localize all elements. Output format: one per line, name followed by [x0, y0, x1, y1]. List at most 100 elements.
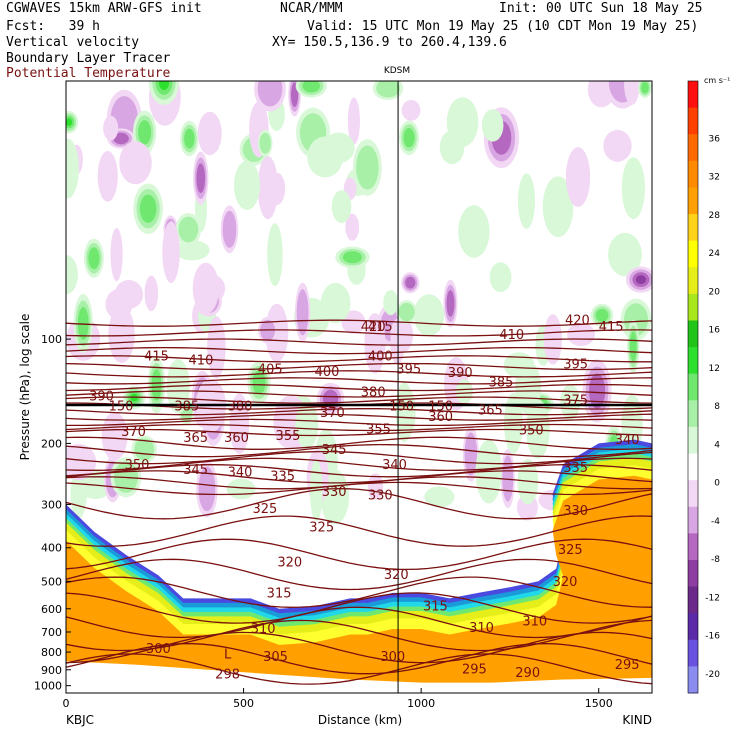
theta-contour	[66, 515, 652, 547]
velocity-cell	[113, 132, 129, 145]
y-tick-label: 400	[41, 542, 62, 555]
theta-label: 320	[384, 568, 409, 583]
y-tick-label: 600	[41, 603, 62, 616]
theta-label: 370	[320, 406, 345, 421]
colorbar-swatch	[688, 293, 698, 321]
velocity-cell	[401, 99, 421, 121]
velocity-cell	[322, 132, 355, 164]
theta-contour	[66, 413, 652, 421]
velocity-cell	[108, 306, 135, 363]
theta-label: 310	[251, 622, 276, 637]
velocity-cell	[390, 322, 405, 365]
colorbar-swatch	[688, 267, 698, 295]
theta-label: 340	[228, 466, 253, 481]
velocity-cell	[413, 294, 445, 336]
velocity-cell	[398, 302, 415, 322]
colorbar-tick-label: -12	[705, 593, 720, 603]
colorbar-tick-label: 0	[714, 479, 720, 489]
velocity-cell	[446, 97, 479, 147]
velocity-cell	[66, 254, 78, 295]
velocity-cell	[174, 240, 210, 261]
theta-contour	[66, 329, 652, 337]
colorbar: -20 -16 -12 -8 -4 0 4 8 12 16 20 24 28 32 36	[687, 80, 721, 694]
theta-label: 410	[499, 328, 524, 343]
velocity-cell	[405, 276, 416, 289]
theta-label: 300	[380, 650, 405, 665]
theta-contour	[66, 457, 652, 472]
center-name: NCAR/MMM	[280, 1, 343, 16]
theta-contour	[66, 576, 652, 608]
velocity-cell	[162, 221, 180, 283]
theta-contour	[66, 423, 652, 432]
colorbar-swatch	[688, 453, 698, 481]
colorbar-swatch	[688, 373, 698, 401]
colorbar-tick-label: -4	[711, 517, 720, 527]
velocity-cell	[458, 205, 490, 258]
velocity-cell	[66, 444, 97, 481]
theta-label: 305	[263, 650, 288, 665]
velocity-cell	[383, 290, 399, 316]
theta-contour	[66, 319, 652, 327]
colorbar-swatch	[688, 107, 698, 135]
velocity-field	[66, 81, 652, 693]
velocity-cell	[424, 486, 455, 508]
velocity-cell	[267, 223, 283, 287]
colorbar-tick-label: 20	[709, 287, 721, 297]
x-tick-label: 0	[63, 697, 70, 710]
y-tick-label: 100	[41, 333, 62, 346]
velocity-cell	[192, 262, 220, 314]
colorbar-tick-label: -16	[705, 632, 720, 642]
theta-label: 295	[462, 662, 487, 677]
theta-label: 335	[563, 461, 588, 476]
velocity-cell	[635, 275, 647, 285]
y-axis-title: Pressure (hPa), log scale	[18, 314, 32, 461]
plot-frame	[65, 80, 653, 694]
axes: 0 500 1000 1500 100 200 300 400 500 600 700 800 900 1…	[34, 333, 613, 710]
velocity-cell	[320, 282, 351, 324]
colorbar-swatch	[688, 320, 698, 348]
theta-contour	[66, 338, 652, 346]
velocity-cell	[595, 308, 609, 322]
field-boundary-layer-tracer: Boundary Layer Tracer	[6, 51, 171, 66]
theta-label: 150	[109, 400, 134, 415]
velocity-cell	[331, 190, 352, 223]
theta-label: 310	[522, 614, 547, 629]
theta-contour	[66, 355, 652, 363]
theta-contour	[66, 436, 652, 450]
theta-contour	[66, 538, 652, 571]
theta-label: 385	[174, 400, 199, 415]
theta-contour	[66, 653, 652, 685]
station-mid-label: KDSM	[384, 66, 410, 76]
velocity-cell	[139, 194, 157, 223]
theta-label: 400	[315, 365, 340, 380]
theta-label: 395	[396, 363, 421, 378]
model-title: CGWAVES 15km ARW-GFS init	[6, 1, 202, 16]
theta-label: 335	[270, 469, 295, 484]
theta-contour	[66, 443, 652, 458]
theta-label: 300	[146, 642, 171, 657]
theta-contour	[66, 481, 652, 496]
theta-label: 420	[565, 313, 590, 328]
velocity-cell	[395, 382, 414, 443]
y-tick-label: 300	[41, 498, 62, 511]
theta-contour	[66, 428, 652, 437]
velocity-cell	[347, 97, 360, 145]
velocity-cell	[252, 370, 266, 395]
theta-label: 325	[252, 502, 277, 517]
theta-label: 400	[368, 350, 393, 365]
colorbar-tick-label: 8	[714, 402, 720, 412]
velocity-cell	[66, 118, 73, 127]
velocity-cell	[77, 306, 89, 340]
velocity-cell	[196, 163, 206, 194]
theta-label: 345	[183, 463, 208, 478]
theta-contour	[66, 362, 652, 371]
velocity-cell	[70, 469, 87, 519]
velocity-cell	[222, 210, 237, 248]
field-vertical-velocity: Vertical velocity	[6, 35, 140, 50]
colorbar-swatch	[688, 240, 698, 268]
velocity-cell	[302, 81, 321, 93]
theta-label: 325	[309, 520, 334, 535]
theta-label: 150	[428, 400, 453, 415]
colorbar-tick-label: 16	[709, 326, 721, 336]
theta-label: 410	[189, 354, 214, 369]
